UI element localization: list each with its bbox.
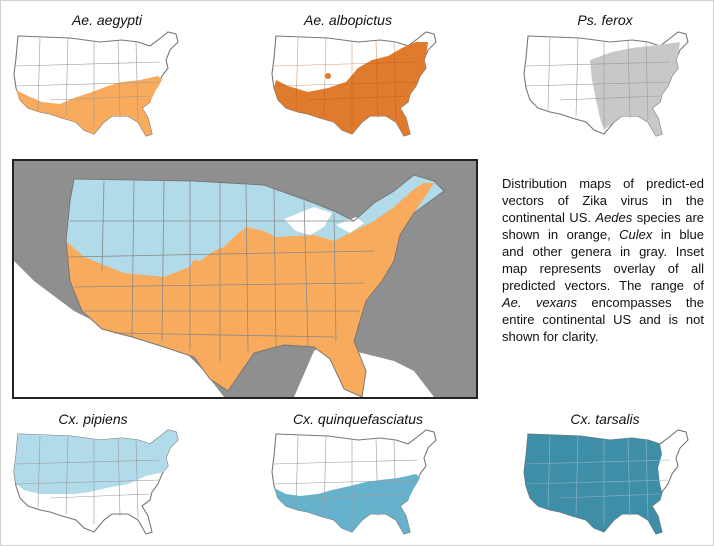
map-title-aegypti: Ae. aegypti (71, 12, 143, 28)
range-albopictus (274, 42, 428, 136)
desc-text-2: species are shown in orange, (502, 210, 704, 242)
map-pipiens (10, 428, 185, 540)
desc-culex: Culex (619, 227, 653, 242)
map-albopictus (268, 30, 443, 142)
range-aegypti (16, 76, 162, 136)
map-title-pipiens: Cx. pipiens (58, 411, 128, 427)
range-quinquefasciatus (274, 474, 420, 534)
map-title-tarsalis: Cx. tarsalis (570, 411, 640, 427)
map-title-albopictus: Ae. albopictus (304, 12, 392, 28)
map-title-ferox: Ps. ferox (577, 12, 633, 28)
map-quinquefasciatus (268, 428, 443, 540)
state-borders (67, 180, 375, 361)
map-ferox (520, 30, 695, 142)
inset-overlay-map (12, 159, 478, 399)
figure-description: Distribution maps of predict-ed vectors … (502, 175, 704, 345)
map-tarsalis (520, 428, 695, 540)
map-title-quinquefasciatus: Cx. quinquefasciatus (293, 411, 423, 427)
desc-aedes: Aedes (595, 210, 633, 225)
desc-text-3: in blue and other genera in gray. Inset … (502, 227, 705, 293)
desc-text-1: Distribution maps of predict-ed vectors … (502, 176, 704, 225)
map-aegypti (10, 30, 185, 142)
range-aedes (66, 183, 434, 397)
desc-text-4: encompasses the entire continental US an… (502, 295, 704, 344)
range-ferox (590, 42, 680, 136)
desc-vexans: Ae. vexans (502, 295, 578, 310)
range-tarsalis (524, 434, 662, 534)
